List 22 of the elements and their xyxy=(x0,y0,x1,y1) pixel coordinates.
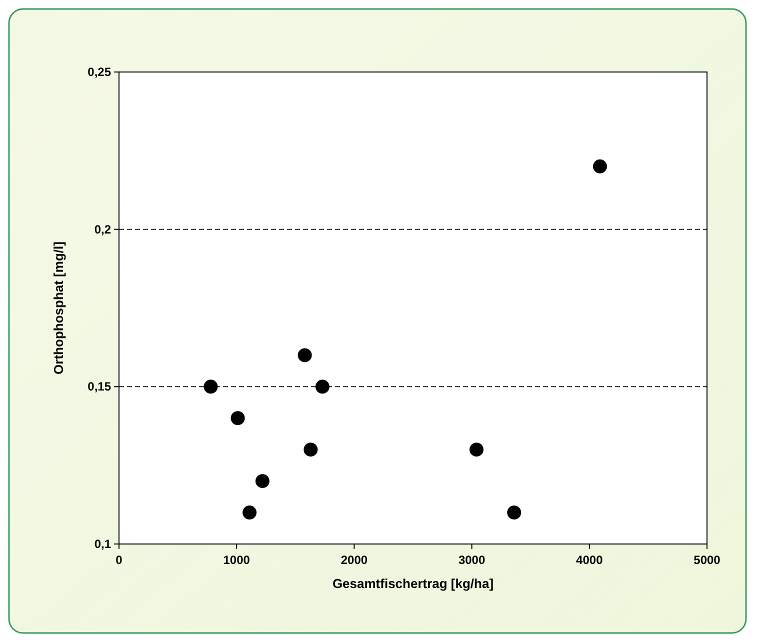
x-tick-label: 4000 xyxy=(576,553,604,567)
x-axis-title: Gesamtfischertrag [kg/ha] xyxy=(332,576,494,591)
y-tick-label: 0,2 xyxy=(94,222,112,236)
x-tick-label: 5000 xyxy=(694,553,721,567)
x-tick-label: 0 xyxy=(116,553,123,567)
point xyxy=(298,348,312,362)
point xyxy=(470,442,484,457)
point xyxy=(255,474,270,488)
y-axis-title: Orthophosphat [mg/l] xyxy=(51,242,66,374)
point xyxy=(304,442,318,457)
point xyxy=(230,411,245,426)
x-tick-label: 1000 xyxy=(223,553,250,567)
point xyxy=(315,380,330,394)
y-tick-label: 0,1 xyxy=(94,537,112,551)
point xyxy=(592,159,607,174)
x-tick-label: 2000 xyxy=(340,553,368,567)
point xyxy=(204,380,218,394)
y-tick-label: 0,15 xyxy=(88,380,112,394)
y-tick-label: 0,25 xyxy=(88,65,112,79)
point xyxy=(242,506,257,520)
x-tick-label: 3000 xyxy=(458,553,486,567)
point xyxy=(507,506,522,520)
